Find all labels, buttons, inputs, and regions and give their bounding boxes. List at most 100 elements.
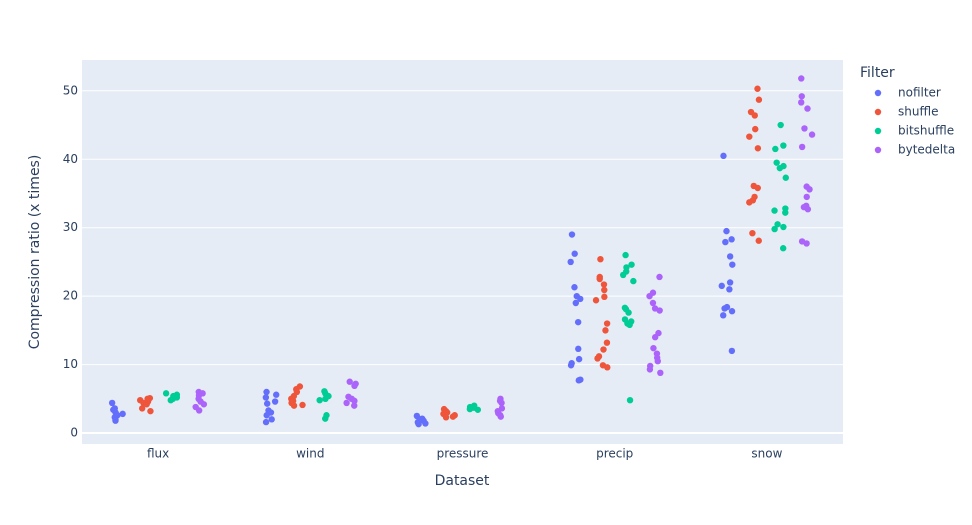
point <box>619 271 627 279</box>
point <box>299 401 306 409</box>
point <box>801 125 808 132</box>
point <box>601 293 608 301</box>
point <box>567 258 574 266</box>
legend-marker <box>874 89 882 97</box>
legend-label: bitshuffle <box>898 124 954 138</box>
point <box>574 318 582 326</box>
point <box>798 93 805 100</box>
point <box>630 277 637 285</box>
point <box>262 394 270 401</box>
point <box>649 299 657 307</box>
point <box>755 96 763 103</box>
point <box>268 416 275 423</box>
point <box>798 143 806 151</box>
legend-label: shuffle <box>898 105 938 119</box>
point <box>600 281 608 288</box>
point <box>416 416 424 423</box>
point <box>571 284 578 291</box>
point <box>804 105 811 112</box>
point <box>138 405 146 412</box>
point <box>600 346 607 353</box>
point <box>575 345 582 353</box>
plot-area <box>82 60 843 444</box>
point <box>782 209 789 216</box>
point <box>726 253 734 260</box>
point <box>263 388 270 396</box>
x-axis-title: Dataset <box>435 473 490 489</box>
point <box>474 406 482 413</box>
point <box>803 193 810 201</box>
point <box>728 308 736 315</box>
point <box>271 398 279 405</box>
point <box>497 413 504 420</box>
point <box>726 286 733 293</box>
y-tick-label: 20 <box>63 289 78 303</box>
point <box>771 225 778 233</box>
point <box>596 275 603 283</box>
point <box>771 207 778 214</box>
point <box>592 297 600 304</box>
point <box>798 99 805 106</box>
point <box>746 133 753 140</box>
point <box>195 407 203 414</box>
point <box>119 410 126 418</box>
point <box>626 396 634 404</box>
point <box>772 145 779 153</box>
point <box>351 382 358 390</box>
point <box>754 145 762 152</box>
point <box>752 125 759 133</box>
legend-marker <box>874 108 882 116</box>
point <box>654 357 661 365</box>
point <box>112 417 119 424</box>
point <box>603 339 611 346</box>
point <box>656 273 663 281</box>
x-tick-label: snow <box>751 447 782 461</box>
point <box>718 282 725 290</box>
point <box>646 292 653 300</box>
point <box>729 261 736 268</box>
point <box>143 401 150 408</box>
point <box>351 402 358 409</box>
point <box>722 238 729 246</box>
point <box>746 199 753 206</box>
point <box>442 414 450 421</box>
point <box>754 184 761 192</box>
point <box>597 255 604 263</box>
y-tick-label: 0 <box>70 426 78 440</box>
point <box>622 251 629 259</box>
point <box>628 261 635 268</box>
point <box>780 142 787 149</box>
point <box>351 397 358 405</box>
legend-marker <box>874 146 882 154</box>
point <box>162 390 170 397</box>
point <box>723 227 730 235</box>
point <box>808 131 816 138</box>
point <box>782 174 789 181</box>
point <box>728 236 735 243</box>
point <box>754 85 761 92</box>
point <box>568 231 576 238</box>
point <box>602 327 609 334</box>
point <box>273 391 280 398</box>
point <box>625 309 632 316</box>
point <box>720 152 727 160</box>
point <box>798 75 805 82</box>
point <box>749 229 756 237</box>
point <box>167 396 174 404</box>
point <box>806 186 813 193</box>
legend-label: bytedelta <box>898 143 955 157</box>
point <box>626 321 633 329</box>
point <box>755 237 762 244</box>
point <box>262 418 270 426</box>
point <box>776 164 784 172</box>
y-axis-title: Compression ratio (x times) <box>27 155 43 350</box>
point <box>651 334 659 341</box>
y-tick-label: 40 <box>63 152 78 166</box>
point <box>343 399 350 407</box>
legend-marker <box>874 127 882 135</box>
point <box>721 305 728 312</box>
point <box>594 355 601 362</box>
point <box>346 378 353 385</box>
point <box>604 364 611 371</box>
